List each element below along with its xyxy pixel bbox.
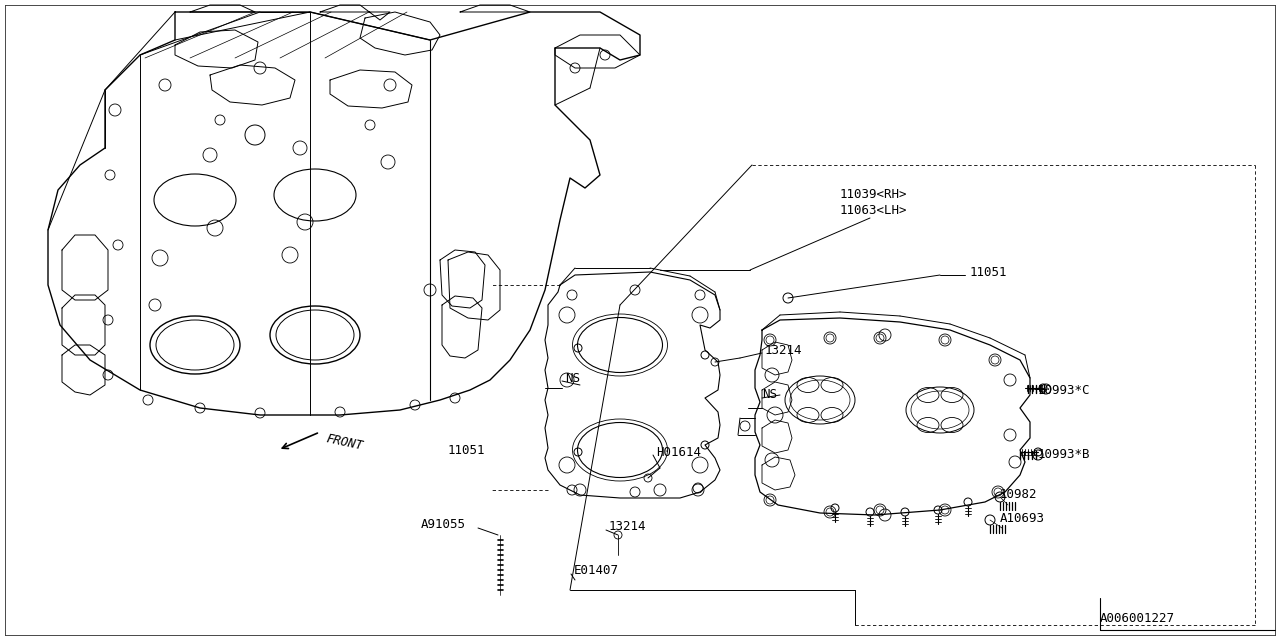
Text: E01407: E01407 <box>573 564 620 577</box>
Text: 13214: 13214 <box>609 520 646 534</box>
Text: NS: NS <box>762 388 777 401</box>
Text: 11051: 11051 <box>448 444 485 456</box>
Text: 11063<LH>: 11063<LH> <box>840 204 908 216</box>
Text: 10993*C: 10993*C <box>1038 383 1091 397</box>
Text: A10693: A10693 <box>1000 511 1044 525</box>
Text: NS: NS <box>564 371 580 385</box>
Text: A006001227: A006001227 <box>1100 611 1175 625</box>
Text: FRONT: FRONT <box>325 432 365 452</box>
Text: 11039<RH>: 11039<RH> <box>840 189 908 202</box>
Text: H01614: H01614 <box>657 445 701 458</box>
Text: 11051: 11051 <box>970 266 1007 278</box>
Text: 10982: 10982 <box>1000 488 1038 502</box>
Text: 13214: 13214 <box>765 344 803 356</box>
Text: 10993*B: 10993*B <box>1038 447 1091 461</box>
Text: A91055: A91055 <box>421 518 466 531</box>
